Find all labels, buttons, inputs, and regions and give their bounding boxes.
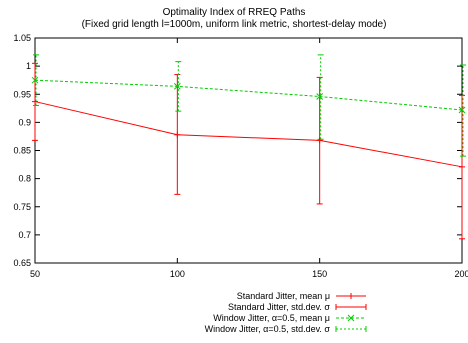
data-point (32, 98, 38, 105)
series-layer (31, 54, 466, 240)
y-tick-label: 1 (26, 61, 31, 71)
data-point (316, 137, 323, 144)
chart-subtitle: (Fixed grid length l=1000m, uniform link… (82, 19, 387, 30)
y-tick-label: 0.65 (13, 258, 31, 268)
data-point (458, 106, 466, 114)
y-tick-label: 0.75 (13, 202, 31, 212)
x-tick-label: 100 (170, 269, 185, 279)
data-point (31, 76, 39, 84)
data-point (459, 163, 465, 170)
data-point (316, 93, 324, 100)
legend-label: Standard Jitter, std.dev. σ (228, 302, 330, 312)
y-axis: 0.65 0.7 0.75 0.8 0.85 0.9 0.95 1 1.05 (13, 33, 462, 268)
chart-title: Optimality Index of RREQ Paths (163, 7, 306, 18)
x-tick-label: 200 (454, 269, 468, 279)
y-tick-label: 0.7 (18, 230, 31, 240)
y-tick-label: 0.95 (13, 89, 31, 99)
x-tick-label: 50 (30, 269, 40, 279)
plot-frame (34, 37, 463, 264)
data-point (174, 131, 181, 138)
y-tick-label: 0.9 (18, 117, 31, 127)
legend-marker (348, 293, 354, 299)
y-tick-label: 1.05 (13, 33, 31, 43)
legend-marker (347, 314, 355, 322)
y-tick-label: 0.85 (13, 146, 31, 156)
data-point (173, 83, 181, 90)
y-tick-label: 0.8 (18, 174, 31, 184)
x-axis: 50 100 150 200 (30, 38, 468, 279)
series-line (34, 79, 463, 111)
series-line (34, 101, 463, 168)
x-tick-label: 150 (312, 269, 327, 279)
legend-label: Window Jitter, α=0.5, std.dev. σ (205, 324, 331, 334)
legend-label: Window Jitter, α=0.5, mean μ (213, 313, 330, 323)
legend-label: Standard Jitter, mean μ (237, 291, 330, 301)
